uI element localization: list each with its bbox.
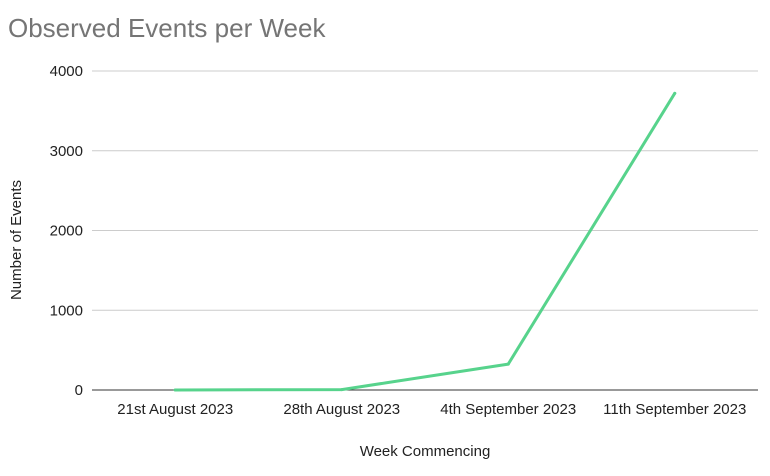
data-point — [673, 91, 677, 95]
y-tick-label: 0 — [75, 382, 83, 399]
x-axis-ticks: 21st August 2023 28th August 2023 4th Sept… — [117, 401, 746, 418]
x-tick-label: 11th September 2023 — [603, 401, 746, 418]
y-axis-ticks: 0 1000 2000 3000 4000 — [50, 63, 83, 399]
y-tick-label: 4000 — [50, 63, 83, 80]
y-tick-label: 2000 — [50, 223, 83, 240]
chart-title: Observed Events per Week — [8, 13, 326, 43]
y-tick-label: 3000 — [50, 143, 83, 160]
x-tick-label: 28th August 2023 — [283, 401, 400, 418]
y-tick-label: 1000 — [50, 302, 83, 319]
x-tick-label: 21st August 2023 — [117, 401, 233, 418]
y-axis-label: Number of Events — [8, 180, 25, 300]
data-point — [506, 362, 510, 366]
series-line — [173, 91, 677, 392]
x-tick-label: 4th September 2023 — [440, 401, 576, 418]
series-lines — [173, 91, 677, 392]
data-point — [340, 388, 344, 392]
data-point — [173, 388, 177, 392]
x-axis-label: Week Commencing — [360, 443, 491, 460]
